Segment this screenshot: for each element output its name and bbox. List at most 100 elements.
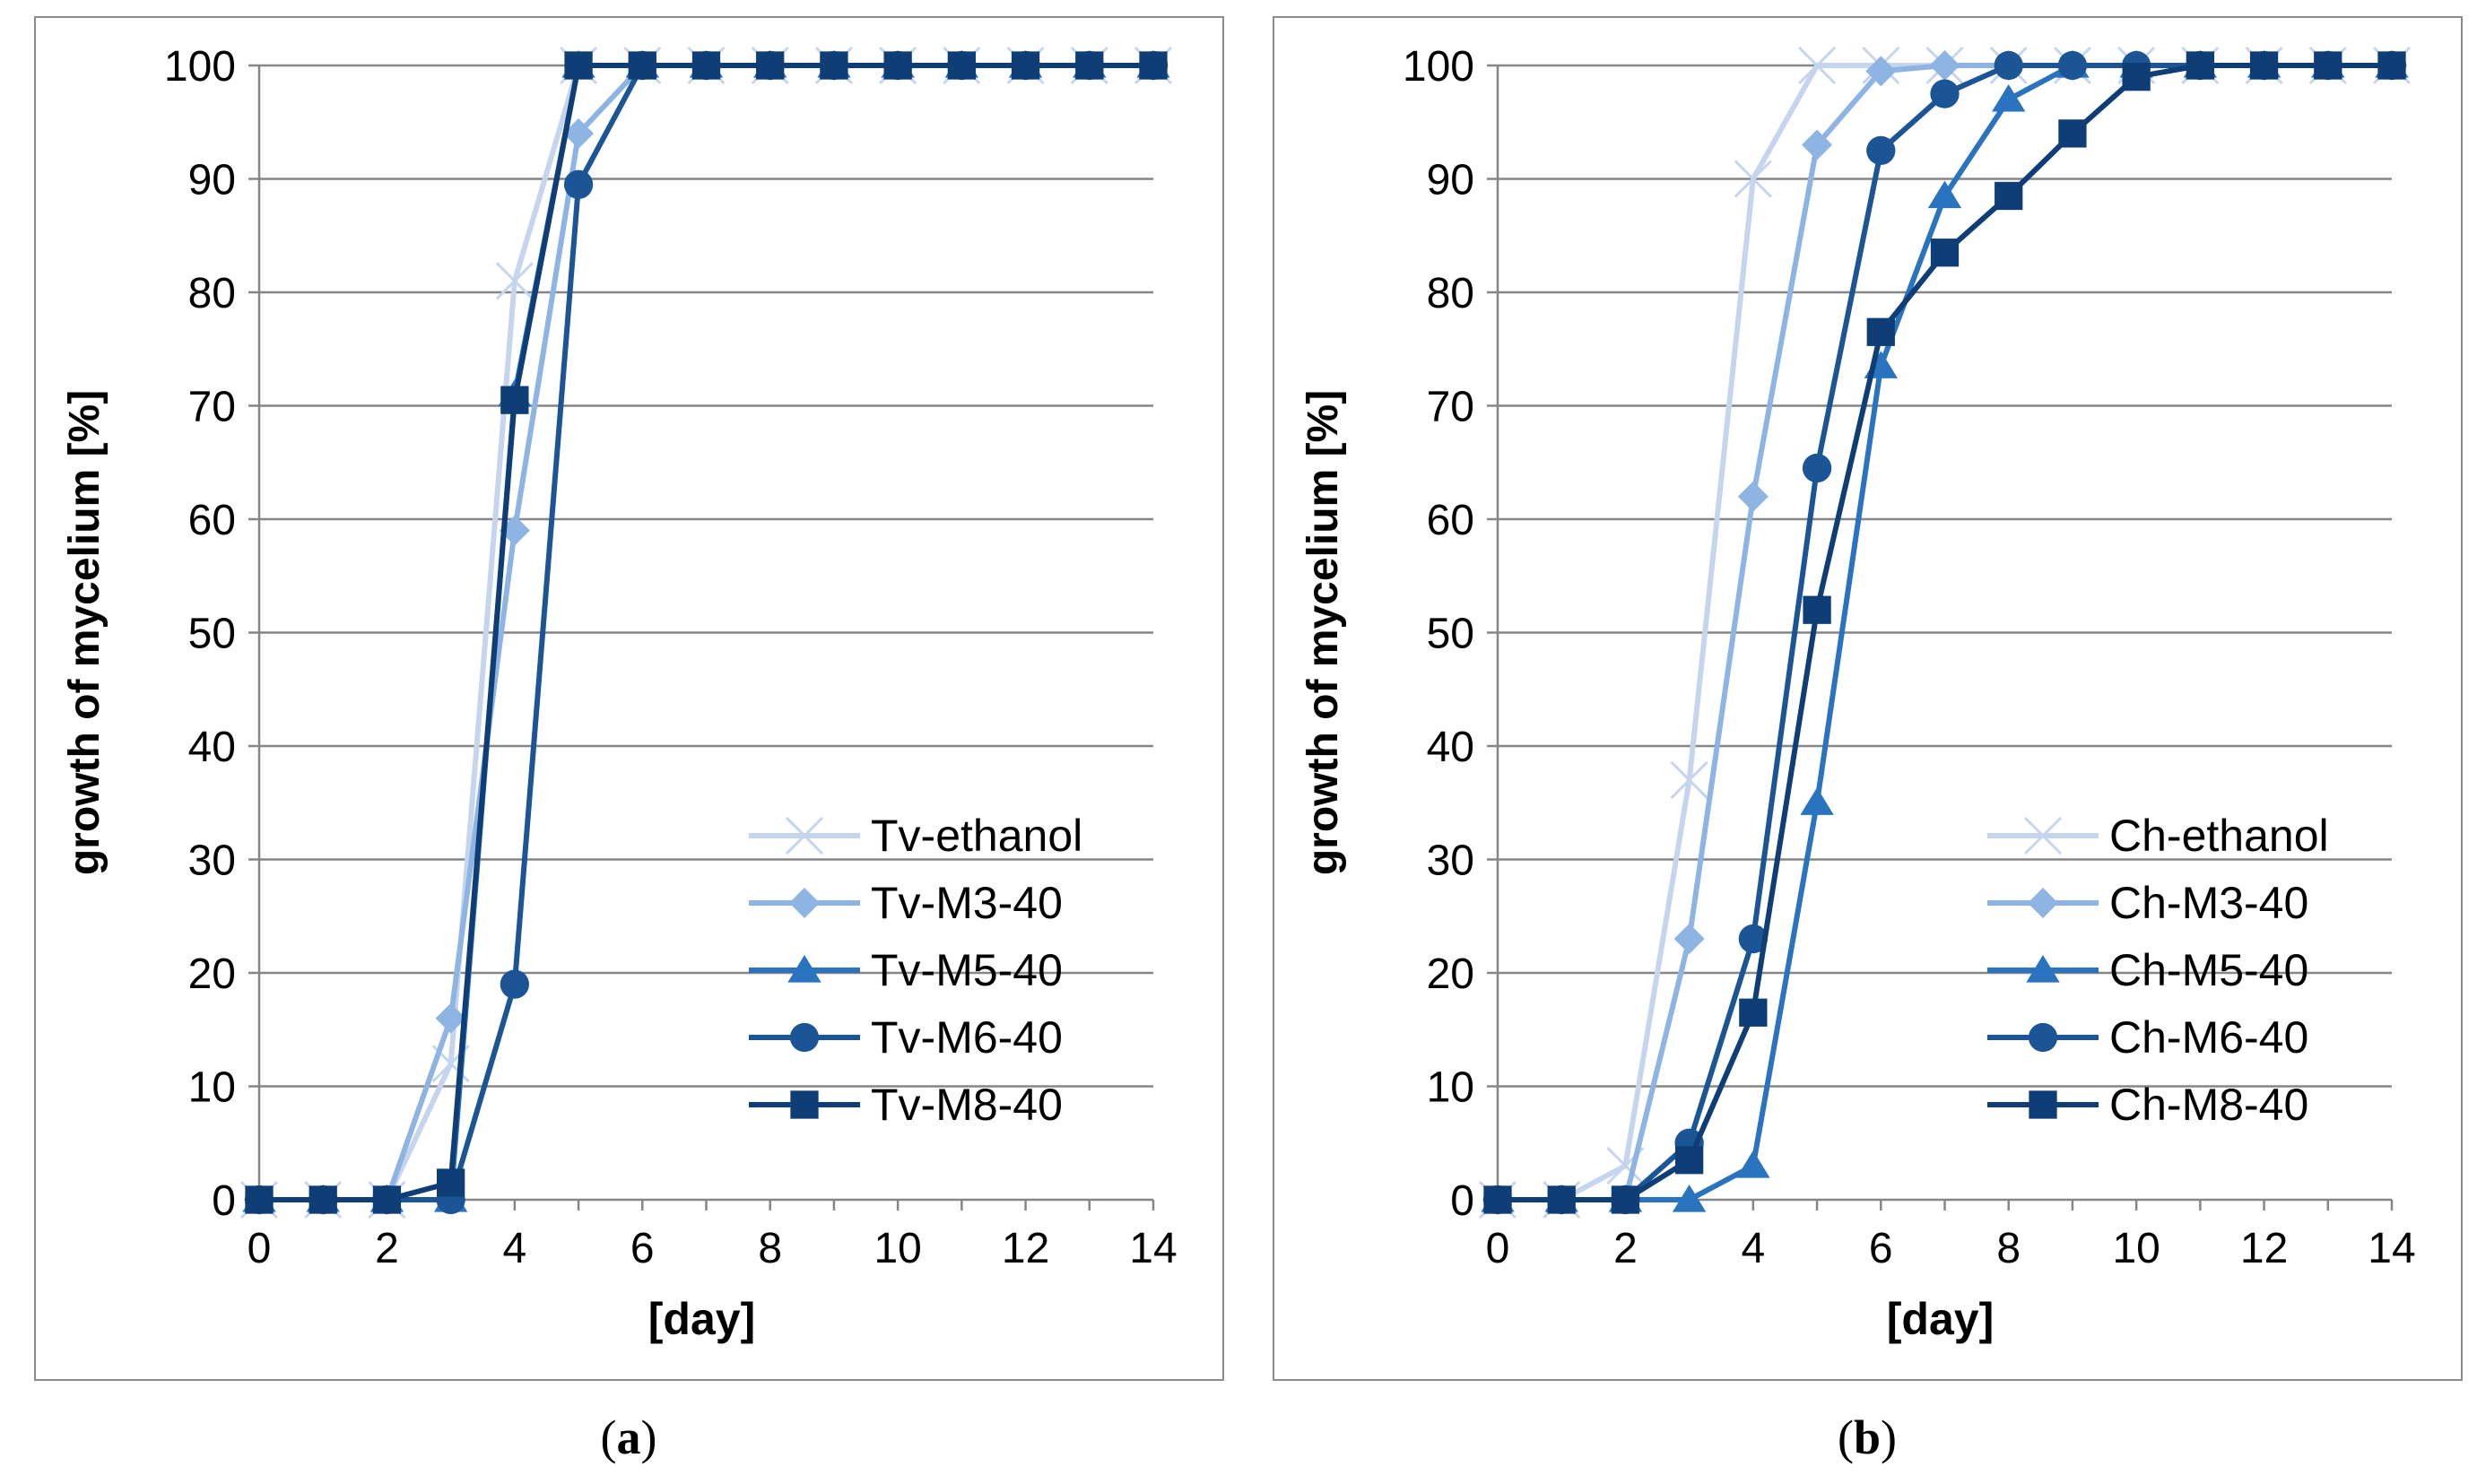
y-tick-label-0: 0: [1450, 1177, 1474, 1225]
y-tick-label-40: 40: [1427, 724, 1474, 771]
point-Ch-M6-40-9: [2057, 50, 2088, 81]
point-Ch-M8-40-10: [2122, 63, 2151, 91]
series-Tv-M8-40: [245, 51, 1168, 1214]
y-tick-label-30: 30: [1427, 837, 1474, 885]
x-tick-label-10: 10: [2112, 1225, 2160, 1272]
point-Ch-ethanol-3: [1670, 760, 1708, 800]
y-tick-label-0: 0: [212, 1177, 236, 1225]
caption-b: (b): [1837, 1410, 1897, 1464]
legend-label-Ch-ethanol: Ch-ethanol: [2109, 811, 2329, 861]
legend-item-Ch-M5-40: Ch-M5-40: [1987, 945, 2308, 995]
x-tick-label-14: 14: [2368, 1225, 2415, 1272]
x-tick-label-0: 0: [248, 1225, 272, 1272]
legend-label-Tv-M3-40: Tv-M3-40: [871, 878, 1063, 928]
legend-label-Ch-M3-40: Ch-M3-40: [2109, 878, 2308, 928]
y-tick-label-10: 10: [188, 1064, 236, 1112]
legend-marker-Ch-M8-40: [2029, 1090, 2057, 1119]
legend-item-Ch-M6-40: Ch-M6-40: [1987, 1012, 2308, 1063]
point-Ch-M8-40-7: [1930, 239, 1960, 267]
point-Ch-M5-40-3: [1672, 1185, 1707, 1212]
point-Tv-M8-40-8: [756, 51, 785, 80]
y-tick-label-70: 70: [1427, 384, 1474, 431]
legend-item-Tv-M5-40: Tv-M5-40: [749, 945, 1063, 995]
point-Ch-M8-40-14: [2377, 51, 2406, 80]
x-tick-label-10: 10: [873, 1225, 921, 1272]
point-Ch-M8-40-9: [2058, 119, 2087, 148]
legend-marker-Ch-M6-40: [2028, 1022, 2058, 1053]
point-Ch-M6-40-6: [1866, 135, 1896, 166]
x-tick-label-8: 8: [1996, 1225, 2021, 1272]
y-tick-label-90: 90: [188, 157, 236, 204]
line-chart-a: 0 10 20 30 40 50 60 70 80 90 100 0 2 4 6 8 10 12 14 [day] gr…: [61, 43, 1178, 1344]
y-tick-label-100: 100: [164, 43, 236, 91]
y-tick-label-50: 50: [188, 611, 236, 658]
y-tick-label-60: 60: [1427, 497, 1474, 544]
point-Ch-M3-40-7: [1929, 50, 1960, 81]
point-Ch-M5-40-4: [1736, 1150, 1770, 1178]
x-tick-label-0: 0: [1486, 1225, 1510, 1272]
point-Ch-M8-40-1: [1547, 1185, 1576, 1214]
y-tick-label-90: 90: [1427, 157, 1474, 204]
caption-a-letter: a: [616, 1410, 641, 1464]
point-Ch-M6-40-5: [1802, 453, 1832, 483]
legend-marker-Tv-M5-40: [787, 955, 821, 983]
legend-a: Tv-ethanol Tv-M3-40 Tv-M5-40 Tv-M6-40 Tv-M8-…: [749, 811, 1082, 1130]
y-axis-title-a: growth of mycelium [%]: [61, 390, 109, 875]
y-tick-label-80: 80: [1427, 270, 1474, 317]
point-Tv-M8-40-6: [628, 51, 656, 80]
legend-item-Ch-M8-40: Ch-M8-40: [1987, 1080, 2308, 1130]
point-Tv-M3-40-3: [435, 1002, 466, 1034]
x-tick-label-14: 14: [1129, 1225, 1177, 1272]
legend-item-Tv-M3-40: Tv-M3-40: [749, 878, 1063, 928]
chart-panel-a: 0 10 20 30 40 50 60 70 80 90 100 0 2 4 6 8 10 12 14 [day] gr…: [34, 16, 1224, 1381]
y-axis-title-b: growth of mycelium [%]: [1299, 390, 1347, 875]
legend-marker-Ch-ethanol: [2023, 816, 2063, 855]
legend-marker-Ch-M5-40: [2026, 955, 2060, 983]
legend-marker-Tv-ethanol: [785, 816, 824, 855]
gridlines-b: [1498, 64, 2392, 1088]
point-Tv-M8-40-5: [564, 51, 593, 80]
point-Tv-M8-40-4: [500, 386, 529, 414]
point-Ch-M8-40-5: [1803, 595, 1831, 624]
legend-label-Ch-M5-40: Ch-M5-40: [2109, 945, 2308, 995]
legend-label-Tv-M6-40: Tv-M6-40: [871, 1012, 1063, 1063]
point-Ch-M8-40-11: [2186, 51, 2214, 80]
legend-marker-Tv-M6-40: [789, 1022, 820, 1053]
legend-item-Ch-M3-40: Ch-M3-40: [1987, 878, 2308, 928]
gridlines-a: [259, 64, 1153, 1088]
y-tick-label-70: 70: [188, 384, 236, 431]
y-tick-label-30: 30: [188, 837, 236, 885]
legend-item-Tv-M8-40: Tv-M8-40: [749, 1080, 1063, 1130]
y-tick-label-100: 100: [1403, 43, 1474, 91]
line-chart-b: 0 10 20 30 40 50 60 70 80 90 100 0 2 4 6 8 10 12 14 [day] gr…: [1299, 43, 2416, 1344]
point-Tv-M8-40-12: [1011, 51, 1040, 80]
point-Tv-M8-40-2: [372, 1185, 402, 1214]
point-Ch-ethanol-4: [1734, 160, 1772, 198]
point-Ch-M8-40-6: [1866, 317, 1895, 346]
x-tick-label-4: 4: [1742, 1225, 1766, 1272]
legend-marker-Tv-M8-40: [790, 1090, 819, 1119]
x-tick-label-8: 8: [758, 1225, 782, 1272]
y-tick-label-20: 20: [188, 950, 236, 998]
x-axis-title-b: [day]: [1887, 1294, 1994, 1344]
point-Ch-M3-40-3: [1673, 924, 1705, 955]
y-tick-label-10: 10: [1427, 1064, 1474, 1112]
y-tick-label-80: 80: [188, 270, 236, 317]
x-tick-label-2: 2: [1613, 1225, 1638, 1272]
legend-label-Ch-M8-40: Ch-M8-40: [2109, 1080, 2308, 1130]
x-tick-labels-a: 0 2 4 6 8 10 12 14: [248, 1200, 1178, 1272]
point-Ch-M8-40-12: [2249, 51, 2279, 80]
y-tick-labels-b: 0 10 20 30 40 50 60 70 80 90 100: [1403, 43, 1498, 1225]
point-Tv-M8-40-7: [691, 51, 721, 80]
y-tick-labels-a: 0 10 20 30 40 50 60 70 80 90 100: [164, 43, 259, 1225]
x-tick-label-4: 4: [503, 1225, 527, 1272]
x-tick-label-6: 6: [1869, 1225, 1893, 1272]
chart-panel-b: 0 10 20 30 40 50 60 70 80 90 100 0 2 4 6 8 10 12 14 [day] gr…: [1273, 16, 2463, 1381]
legend-label-Tv-ethanol: Tv-ethanol: [871, 811, 1082, 861]
point-Ch-ethanol-5: [1798, 46, 1837, 85]
point-Ch-M8-40-3: [1675, 1146, 1704, 1175]
point-Ch-M8-40-4: [1739, 998, 1768, 1027]
legend-b: Ch-ethanol Ch-M3-40 Ch-M5-40 Ch-M6-40 Ch-M8-…: [1987, 811, 2329, 1130]
point-Ch-M8-40-8: [1995, 181, 2023, 211]
y-tick-label-60: 60: [188, 497, 236, 544]
